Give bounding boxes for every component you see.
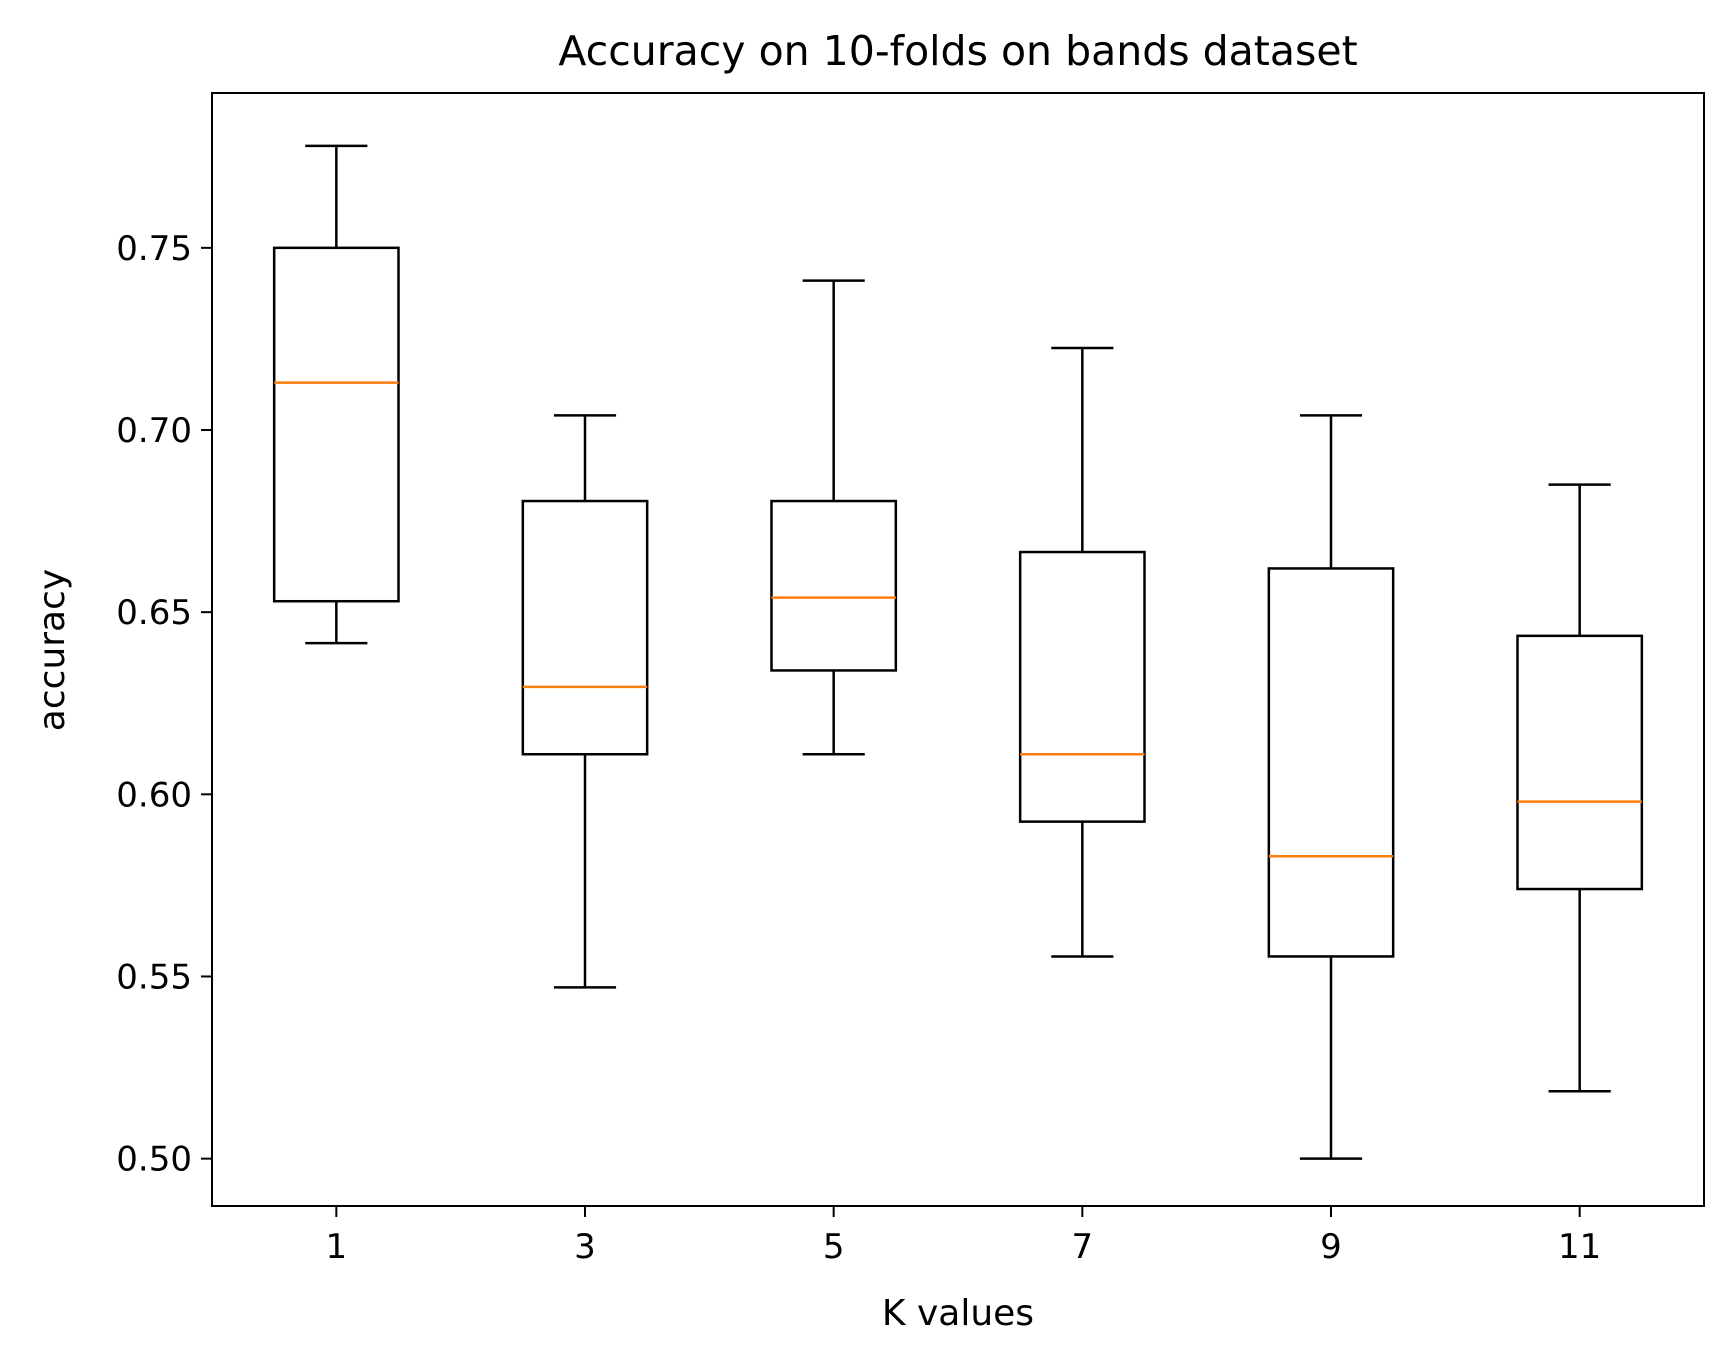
box-iqr xyxy=(1516,634,1644,891)
box-iqr xyxy=(521,499,649,756)
box-iqr xyxy=(1267,567,1395,958)
x-tick-label: 5 xyxy=(823,1227,845,1267)
box-iqr xyxy=(770,499,898,672)
y-tick-label: 0.65 xyxy=(116,593,192,633)
plot-marks: 0.50 0.55 0.60 0.65 0.70 0.75 1 3 5 7 9 11 xyxy=(116,144,1644,1267)
y-tick-label: 0.60 xyxy=(116,775,192,815)
x-axis-label: K values xyxy=(882,1293,1034,1334)
y-tick-label: 0.70 xyxy=(116,411,192,451)
plot-frame xyxy=(211,92,1705,1207)
chart-title: Accuracy on 10-folds on bands dataset xyxy=(558,27,1357,75)
x-tick-label: 1 xyxy=(326,1227,348,1267)
y-tick-label: 0.75 xyxy=(116,229,192,269)
box-iqr xyxy=(1018,550,1146,823)
x-tick-label: 11 xyxy=(1558,1227,1601,1267)
x-tick-label: 9 xyxy=(1320,1227,1342,1267)
y-axis-label: accuracy xyxy=(32,569,73,731)
x-tick-label: 3 xyxy=(574,1227,596,1267)
y-tick-label: 0.50 xyxy=(116,1140,192,1180)
box-iqr xyxy=(272,246,400,603)
x-tick-label: 7 xyxy=(1072,1227,1094,1267)
y-tick-label: 0.55 xyxy=(116,957,192,997)
